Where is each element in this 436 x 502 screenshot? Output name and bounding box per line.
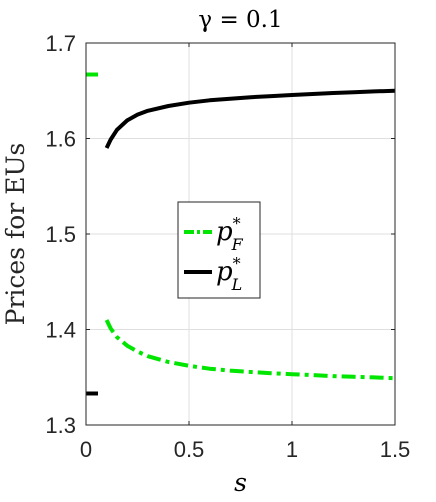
y-tick-label: 1.6 [45,127,76,152]
series-line-pl [104,88,396,149]
legend-label-pf-sup: * [233,214,241,233]
y-tick-label: 1.3 [45,413,76,438]
y-tick-label: 1.5 [45,222,76,247]
legend-label-pf-sub: F [231,235,244,254]
legend-label-pl: p* L [216,254,242,294]
x-axis-label: s [234,468,247,497]
x-tick-label: 0.5 [174,437,205,462]
legend-label-pl-main: p [216,257,233,287]
legend-label-pf-main: p [216,217,233,247]
legend: p* F p* L [177,201,261,299]
x-tick-label: 0 [80,437,92,462]
legend-label-pl-sub: L [231,275,243,294]
axes [85,42,396,426]
x-tick-label: 1 [286,437,298,462]
x-tick-label: 1.5 [380,437,411,462]
legend-label-pl-sup: * [233,254,241,273]
chart-title: γ = 0.1 [198,7,282,33]
tick-labels: 0 0.5 1 1.5 1.3 1.4 1.5 1.6 1.7 [45,31,410,462]
series-line-pf [104,319,396,381]
series-layer [86,72,396,396]
y-axis-label: Prices for EUs [1,143,30,326]
y-tick-label: 1.4 [45,318,76,343]
legend-label-pf: p* F [216,214,244,254]
legend-box [177,201,261,299]
y-tick-label: 1.7 [45,31,76,56]
